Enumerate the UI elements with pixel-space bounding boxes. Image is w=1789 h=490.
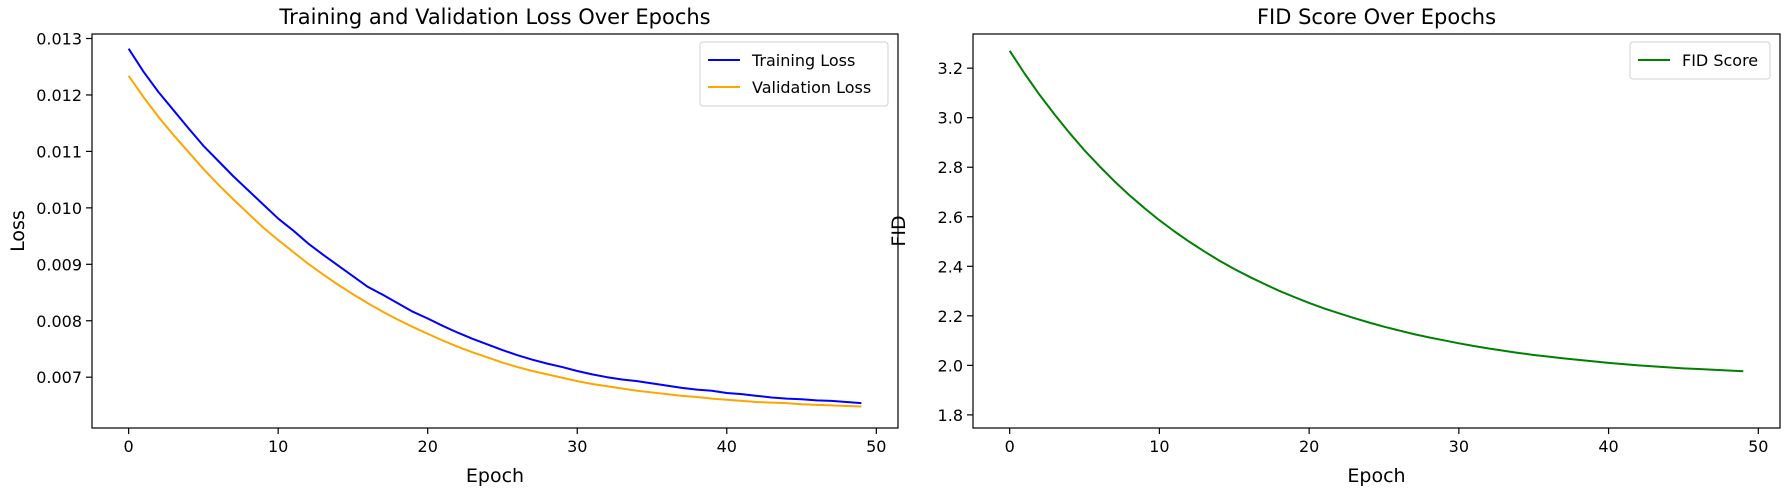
- y-tick-label: 0.007: [36, 368, 82, 387]
- y-tick-label: 2.8: [938, 158, 963, 177]
- legend: Training Loss Validation Loss: [699, 41, 889, 107]
- x-tick-label: 30: [1449, 437, 1469, 456]
- chart-fid: FID Score Over Epochs 0 10 20 30 40 50 1.8 2.0 2.…: [888, 5, 1781, 487]
- y-tick-label: 0.010: [36, 199, 82, 218]
- x-axis-label: Epoch: [1347, 465, 1405, 487]
- x-tick-label: 40: [1598, 437, 1618, 456]
- legend-label: FID Score: [1682, 51, 1758, 70]
- legend-label: Validation Loss: [752, 78, 871, 97]
- x-axis-label: Epoch: [466, 465, 524, 487]
- y-tick-label: 0.011: [36, 142, 82, 161]
- y-tick-label: 3.0: [938, 109, 963, 128]
- plot-frame: [972, 33, 1781, 429]
- legend-label: Training Loss: [751, 51, 855, 70]
- x-tick-label: 0: [1005, 437, 1015, 456]
- y-tick-label: 2.0: [938, 356, 963, 375]
- y-tick-label: 2.2: [938, 307, 963, 326]
- y-tick-label: 3.2: [938, 59, 963, 78]
- series-line-training-loss: [127, 48, 862, 405]
- plot-frame: [91, 33, 899, 429]
- x-tick-label: 10: [268, 437, 288, 456]
- y-tick-label: 0.009: [36, 255, 82, 274]
- chart-title: FID Score Over Epochs: [1257, 5, 1496, 29]
- series-line-fid-score: [1008, 50, 1744, 373]
- chart-loss: Training and Validation Loss Over Epochs…: [7, 5, 899, 487]
- y-axis-label: FID: [888, 215, 910, 246]
- chart-title: Training and Validation Loss Over Epochs: [278, 5, 710, 29]
- y-tick-label: 0.013: [36, 30, 82, 49]
- legend-box: [1629, 41, 1771, 80]
- y-tick-label: 0.012: [36, 86, 82, 105]
- legend-box: [699, 41, 889, 107]
- x-tick-label: 10: [1149, 437, 1169, 456]
- y-axis-label: Loss: [7, 210, 29, 252]
- y-tick-label: 0.008: [36, 312, 82, 331]
- x-tick-label: 30: [567, 437, 587, 456]
- legend: FID Score: [1629, 41, 1771, 80]
- x-tick-label: 20: [418, 437, 438, 456]
- y-tick-label: 1.8: [938, 406, 963, 425]
- x-tick-label: 50: [1748, 437, 1768, 456]
- series-line-validation-loss: [127, 75, 862, 408]
- x-tick-label: 20: [1299, 437, 1319, 456]
- y-tick-label: 2.6: [938, 208, 963, 227]
- y-tick-label: 2.4: [938, 257, 963, 276]
- x-tick-label: 40: [717, 437, 737, 456]
- x-tick-label: 0: [124, 437, 134, 456]
- x-tick-label: 50: [866, 437, 886, 456]
